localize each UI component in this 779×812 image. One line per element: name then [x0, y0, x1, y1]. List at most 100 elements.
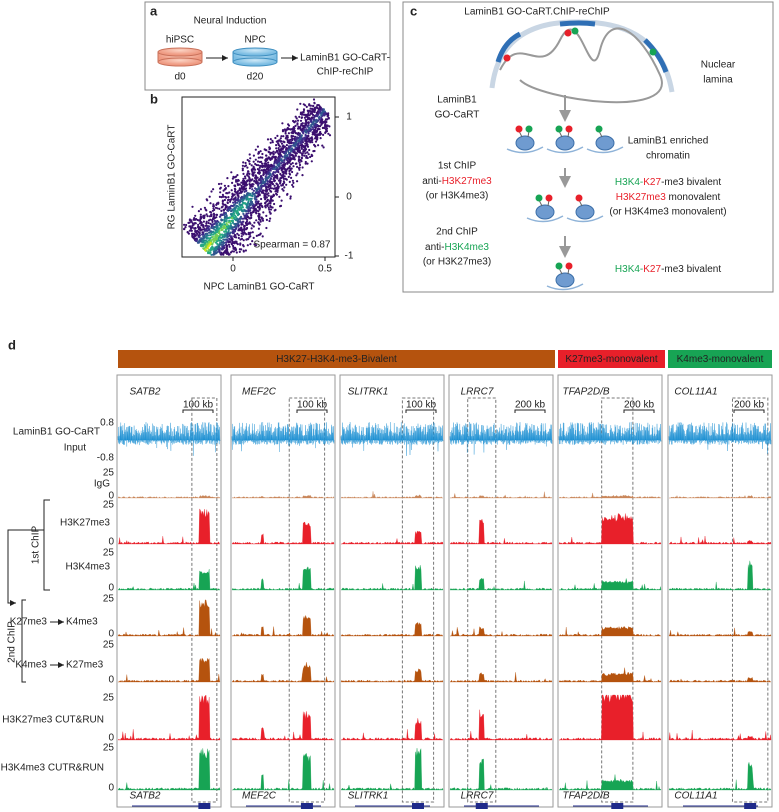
- density-point: [316, 107, 319, 110]
- density-point: [243, 165, 246, 168]
- stage-name: hiPSC: [166, 35, 194, 46]
- signal-track: [668, 422, 772, 454]
- density-point: [287, 151, 290, 154]
- signal-track: [231, 495, 335, 499]
- density-point: [306, 151, 309, 154]
- density-point: [212, 203, 215, 206]
- density-point: [230, 235, 233, 238]
- density-point: [250, 227, 253, 230]
- density-point: [246, 172, 249, 175]
- density-point: [261, 162, 264, 165]
- density-point: [247, 238, 250, 241]
- density-point: [240, 235, 243, 238]
- density-point: [191, 235, 194, 238]
- bivalent-text-part: H3K4-: [615, 177, 643, 188]
- track-scale: 25: [103, 693, 115, 704]
- density-point: [232, 208, 235, 211]
- density-point: [294, 124, 297, 127]
- density-point: [323, 120, 326, 123]
- scale-label: 100 kb: [183, 400, 213, 411]
- density-point: [215, 213, 219, 216]
- y-tick-label: -1: [345, 251, 354, 262]
- density-point: [248, 162, 251, 165]
- density-point: [290, 154, 293, 157]
- density-point: [310, 160, 313, 163]
- density-point: [231, 220, 234, 223]
- density-point: [288, 172, 291, 175]
- density-point: [250, 169, 253, 172]
- density-point: [298, 168, 301, 171]
- density-point: [202, 220, 205, 223]
- panel-label: c: [410, 3, 417, 18]
- track-scale: 0: [108, 675, 114, 686]
- gene-model-label: LRRC7: [461, 791, 494, 802]
- density-point: [253, 243, 256, 246]
- density-point: [188, 221, 191, 224]
- density-point: [201, 233, 204, 236]
- density-point: [266, 198, 269, 201]
- density-point: [222, 209, 225, 212]
- density-point: [296, 123, 299, 126]
- density-point: [193, 217, 196, 220]
- density-point: [249, 193, 252, 196]
- density-point: [285, 148, 288, 151]
- track-scale: 0: [108, 733, 114, 744]
- density-point: [220, 236, 223, 239]
- density-point: [311, 122, 315, 125]
- density-point: [277, 185, 280, 188]
- bivalent-text-part: -me3 bivalent: [661, 264, 721, 275]
- antibody-part: anti-: [422, 176, 441, 187]
- gene-model-label: COL11A1: [674, 791, 717, 802]
- density-point: [262, 191, 265, 195]
- lamina-label: Nuclear: [701, 60, 736, 71]
- density-point: [238, 201, 241, 204]
- density-point: [269, 141, 272, 144]
- density-point: [315, 119, 318, 122]
- density-point: [283, 186, 286, 189]
- histone-mark: [595, 125, 603, 133]
- density-point: [273, 174, 276, 177]
- density-point: [188, 219, 191, 222]
- group-label: H3K27-H3K4-me3-Bivalent: [276, 354, 397, 365]
- density-point: [217, 231, 220, 235]
- density-point: [237, 224, 240, 227]
- signal-track: [668, 761, 772, 791]
- density-point: [297, 155, 300, 158]
- density-point: [313, 133, 317, 136]
- density-point: [225, 196, 228, 199]
- density-point: [197, 210, 200, 213]
- signal-track: [117, 599, 221, 637]
- density-point: [235, 251, 238, 254]
- density-point: [305, 139, 308, 142]
- density-point: [228, 237, 231, 240]
- density-point: [276, 140, 279, 143]
- density-point: [252, 160, 255, 163]
- histone-mark: [515, 125, 523, 133]
- density-point: [236, 204, 239, 208]
- density-point: [241, 169, 244, 172]
- density-point: [248, 217, 252, 220]
- signal-track: [231, 711, 335, 741]
- density-point: [220, 219, 223, 222]
- density-point: [252, 225, 255, 228]
- density-point: [322, 133, 325, 136]
- nucleosome: [515, 135, 535, 151]
- density-point: [294, 140, 297, 143]
- density-point: [243, 179, 246, 182]
- density-point: [269, 212, 272, 215]
- density-point: [252, 154, 255, 157]
- signal-track: [340, 491, 443, 499]
- density-point: [310, 128, 313, 131]
- density-point: [275, 144, 278, 147]
- nucleosome: [575, 204, 595, 220]
- density-point: [321, 144, 324, 147]
- density-point: [285, 128, 288, 131]
- density-point: [242, 250, 245, 253]
- gene-name: MEF2C: [242, 387, 277, 398]
- density-point: [194, 218, 197, 221]
- density-point: [253, 221, 256, 224]
- density-point: [236, 232, 239, 235]
- track-scale: 25: [103, 500, 115, 511]
- density-point: [267, 202, 270, 205]
- density-point: [274, 190, 277, 193]
